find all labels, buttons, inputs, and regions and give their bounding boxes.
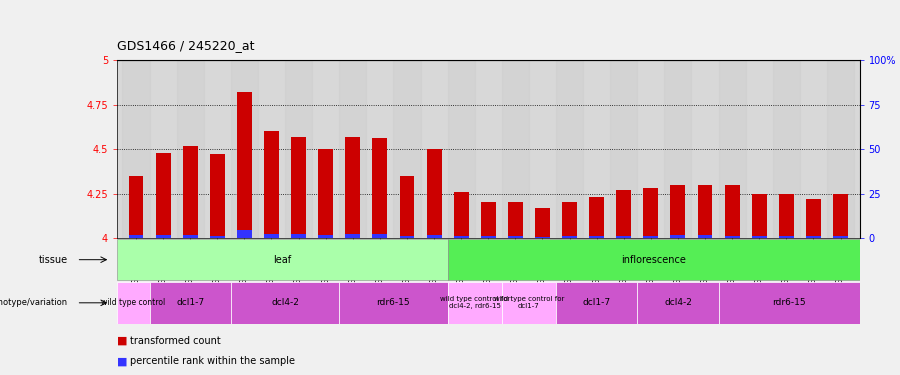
Text: dcl4-2: dcl4-2 [664, 298, 692, 307]
Text: leaf: leaf [274, 255, 292, 265]
Bar [264, 131, 279, 238]
Bar [778, 194, 794, 238]
Bar [183, 146, 198, 238]
Bar [481, 236, 496, 238]
Bar [427, 149, 442, 238]
Bar [373, 138, 387, 238]
Bar [346, 234, 360, 238]
Bar [616, 236, 631, 238]
Bar [718, 60, 746, 238]
Bar [502, 60, 529, 238]
Bar [833, 194, 848, 238]
Text: ■: ■ [117, 356, 128, 366]
Bar [346, 136, 360, 238]
Bar [718, 282, 860, 324]
Text: wild type control: wild type control [101, 298, 166, 307]
Bar [230, 60, 258, 238]
Bar [773, 60, 800, 238]
Bar [610, 60, 637, 238]
Bar [285, 60, 312, 238]
Bar [291, 234, 306, 238]
Bar [156, 235, 170, 238]
Bar [230, 282, 339, 324]
Text: ■: ■ [117, 336, 128, 346]
Bar [806, 236, 821, 238]
Bar [156, 153, 170, 238]
Bar [535, 237, 550, 238]
Text: dcl1-7: dcl1-7 [582, 298, 611, 307]
Bar [644, 236, 658, 238]
Bar [339, 60, 366, 238]
Bar [644, 188, 658, 238]
Bar [454, 192, 469, 238]
Bar [616, 190, 631, 238]
Bar [210, 236, 225, 238]
Bar [319, 149, 333, 238]
Bar [556, 60, 583, 238]
Bar [183, 235, 198, 238]
Bar [176, 60, 203, 238]
Bar [724, 236, 740, 238]
Bar [502, 282, 556, 324]
Bar [508, 202, 523, 238]
Bar [670, 235, 686, 238]
Text: GDS1466 / 245220_at: GDS1466 / 245220_at [117, 39, 255, 53]
Bar [319, 235, 333, 238]
Bar [117, 239, 447, 280]
Bar [447, 282, 502, 324]
Bar [562, 202, 577, 238]
Bar [508, 236, 523, 238]
Bar [117, 282, 149, 324]
Bar [556, 282, 637, 324]
Bar [724, 185, 740, 238]
Bar [664, 60, 691, 238]
Bar [827, 60, 854, 238]
Text: tissue: tissue [39, 255, 68, 265]
Bar [149, 282, 230, 324]
Bar [806, 199, 821, 238]
Bar [264, 234, 279, 238]
Text: dcl4-2: dcl4-2 [271, 298, 299, 307]
Text: dcl1-7: dcl1-7 [176, 298, 204, 307]
Text: wild type control for
dcl4-2, rdr6-15: wild type control for dcl4-2, rdr6-15 [439, 296, 510, 309]
Bar [339, 282, 447, 324]
Bar [447, 60, 474, 238]
Bar [778, 236, 794, 238]
Text: inflorescence: inflorescence [621, 255, 686, 265]
Bar [210, 154, 225, 238]
Bar [129, 176, 143, 238]
Bar [129, 235, 143, 238]
Bar [698, 185, 713, 238]
Bar [291, 136, 306, 238]
Bar [590, 197, 604, 238]
Bar [698, 235, 713, 238]
Text: wild type control for
dcl1-7: wild type control for dcl1-7 [494, 296, 564, 309]
Bar [400, 176, 414, 238]
Bar [373, 234, 387, 238]
Bar [637, 282, 718, 324]
Bar [454, 236, 469, 238]
Bar [752, 236, 767, 238]
Bar [237, 230, 252, 238]
Text: transformed count: transformed count [130, 336, 220, 346]
Text: genotype/variation: genotype/variation [0, 298, 68, 307]
Bar [237, 92, 252, 238]
Bar [427, 235, 442, 238]
Bar [752, 194, 767, 238]
Bar [481, 202, 496, 238]
Bar [590, 236, 604, 238]
Bar [670, 185, 686, 238]
Text: percentile rank within the sample: percentile rank within the sample [130, 356, 294, 366]
Text: rdr6-15: rdr6-15 [376, 298, 410, 307]
Bar [393, 60, 420, 238]
Bar [833, 236, 848, 238]
Bar [400, 236, 414, 238]
Bar [562, 236, 577, 238]
Bar [447, 239, 860, 280]
Text: rdr6-15: rdr6-15 [772, 298, 806, 307]
Bar [122, 60, 149, 238]
Bar [535, 208, 550, 238]
